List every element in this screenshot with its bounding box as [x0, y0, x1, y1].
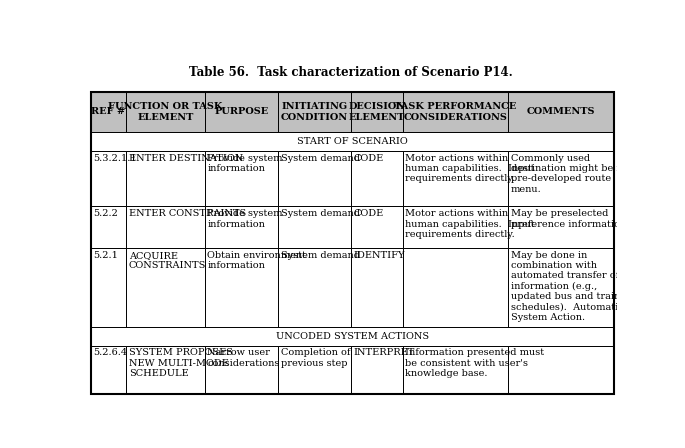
Text: 5.3.2.1.1: 5.3.2.1.1: [94, 154, 137, 163]
Bar: [205, 207, 278, 248]
Text: PURPOSE: PURPOSE: [214, 108, 269, 116]
Bar: [403, 92, 508, 132]
Text: Motor actions within
human capabilities.  Input
requirements directly.: Motor actions within human capabilities.…: [405, 154, 535, 183]
Bar: [403, 151, 508, 207]
Text: UNCODED SYSTEM ACTIONS: UNCODED SYSTEM ACTIONS: [276, 332, 429, 341]
Bar: [205, 151, 278, 207]
Bar: [351, 248, 403, 327]
Text: SYSTEM PROPOSES
NEW MULTI-MODE
SCHEDULE: SYSTEM PROPOSES NEW MULTI-MODE SCHEDULE: [129, 349, 233, 378]
Text: CODE: CODE: [353, 209, 384, 218]
Text: System demand: System demand: [281, 251, 360, 260]
Text: System demand: System demand: [281, 209, 360, 218]
Bar: [91, 207, 126, 248]
Text: INTERPRET: INTERPRET: [353, 349, 415, 358]
Bar: [508, 248, 614, 327]
Text: REF #: REF #: [92, 108, 125, 116]
Text: Narrow user
considerations: Narrow user considerations: [208, 349, 279, 368]
Bar: [508, 207, 614, 248]
Text: DECISION
ELEMENT: DECISION ELEMENT: [348, 102, 406, 122]
Text: May be preselected
preference information.: May be preselected preference informatio…: [511, 209, 629, 228]
Bar: [126, 346, 205, 393]
Text: INITIATING
CONDITION: INITIATING CONDITION: [281, 102, 348, 122]
Bar: [508, 92, 614, 132]
Bar: [126, 151, 205, 207]
Text: START OF SCENARIO: START OF SCENARIO: [297, 137, 408, 146]
Bar: [91, 132, 614, 151]
Bar: [91, 92, 614, 393]
Bar: [403, 207, 508, 248]
Text: TASK PERFORMANCE
CONSIDERATIONS: TASK PERFORMANCE CONSIDERATIONS: [394, 102, 516, 122]
Bar: [91, 248, 126, 327]
Text: Commonly used
destination might be in
pre-developed route
menu.: Commonly used destination might be in pr…: [511, 154, 625, 194]
Bar: [508, 346, 614, 393]
Text: Motor actions within
human capabilities.  Input
requirements directly.: Motor actions within human capabilities.…: [405, 209, 535, 239]
Bar: [351, 151, 403, 207]
Text: Completion of
previous step: Completion of previous step: [281, 349, 350, 368]
Text: CODE: CODE: [353, 154, 384, 163]
Bar: [91, 327, 614, 346]
Bar: [278, 207, 351, 248]
Bar: [508, 151, 614, 207]
Bar: [126, 248, 205, 327]
Bar: [278, 151, 351, 207]
Text: System demand: System demand: [281, 154, 360, 163]
Text: ACQUIRE
CONSTRAINTS: ACQUIRE CONSTRAINTS: [129, 251, 206, 270]
Bar: [278, 92, 351, 132]
Bar: [351, 92, 403, 132]
Bar: [91, 151, 126, 207]
Text: ENTER CONSTRAINTS: ENTER CONSTRAINTS: [129, 209, 246, 218]
Text: Provide system
information: Provide system information: [208, 209, 283, 228]
Text: Table 56.  Task characterization of Scenario P14.: Table 56. Task characterization of Scena…: [189, 66, 513, 79]
Text: ENTER DESTINATION: ENTER DESTINATION: [129, 154, 243, 163]
Bar: [205, 248, 278, 327]
Text: FUNCTION OR TASK
ELEMENT: FUNCTION OR TASK ELEMENT: [108, 102, 223, 122]
Bar: [403, 346, 508, 393]
Text: 5.2.1: 5.2.1: [94, 251, 119, 260]
Text: Provide system
information: Provide system information: [208, 154, 283, 173]
Text: Obtain environment
information: Obtain environment information: [208, 251, 306, 270]
Bar: [205, 346, 278, 393]
Text: Information presented must
be consistent with user's
knowledge base.: Information presented must be consistent…: [405, 349, 545, 378]
Bar: [278, 346, 351, 393]
Bar: [403, 248, 508, 327]
Bar: [126, 92, 205, 132]
Text: 5.2.2: 5.2.2: [94, 209, 119, 218]
Bar: [278, 248, 351, 327]
Bar: [351, 207, 403, 248]
Text: IDENTIFY: IDENTIFY: [353, 251, 406, 260]
Text: May be done in
combination with
automated transfer of
information (e.g.,
updated: May be done in combination with automate…: [511, 251, 623, 322]
Bar: [351, 346, 403, 393]
Text: 5.2.6.4: 5.2.6.4: [94, 349, 127, 358]
Bar: [91, 346, 126, 393]
Bar: [126, 207, 205, 248]
Bar: [205, 92, 278, 132]
Text: COMMENTS: COMMENTS: [527, 108, 595, 116]
Bar: [91, 92, 126, 132]
